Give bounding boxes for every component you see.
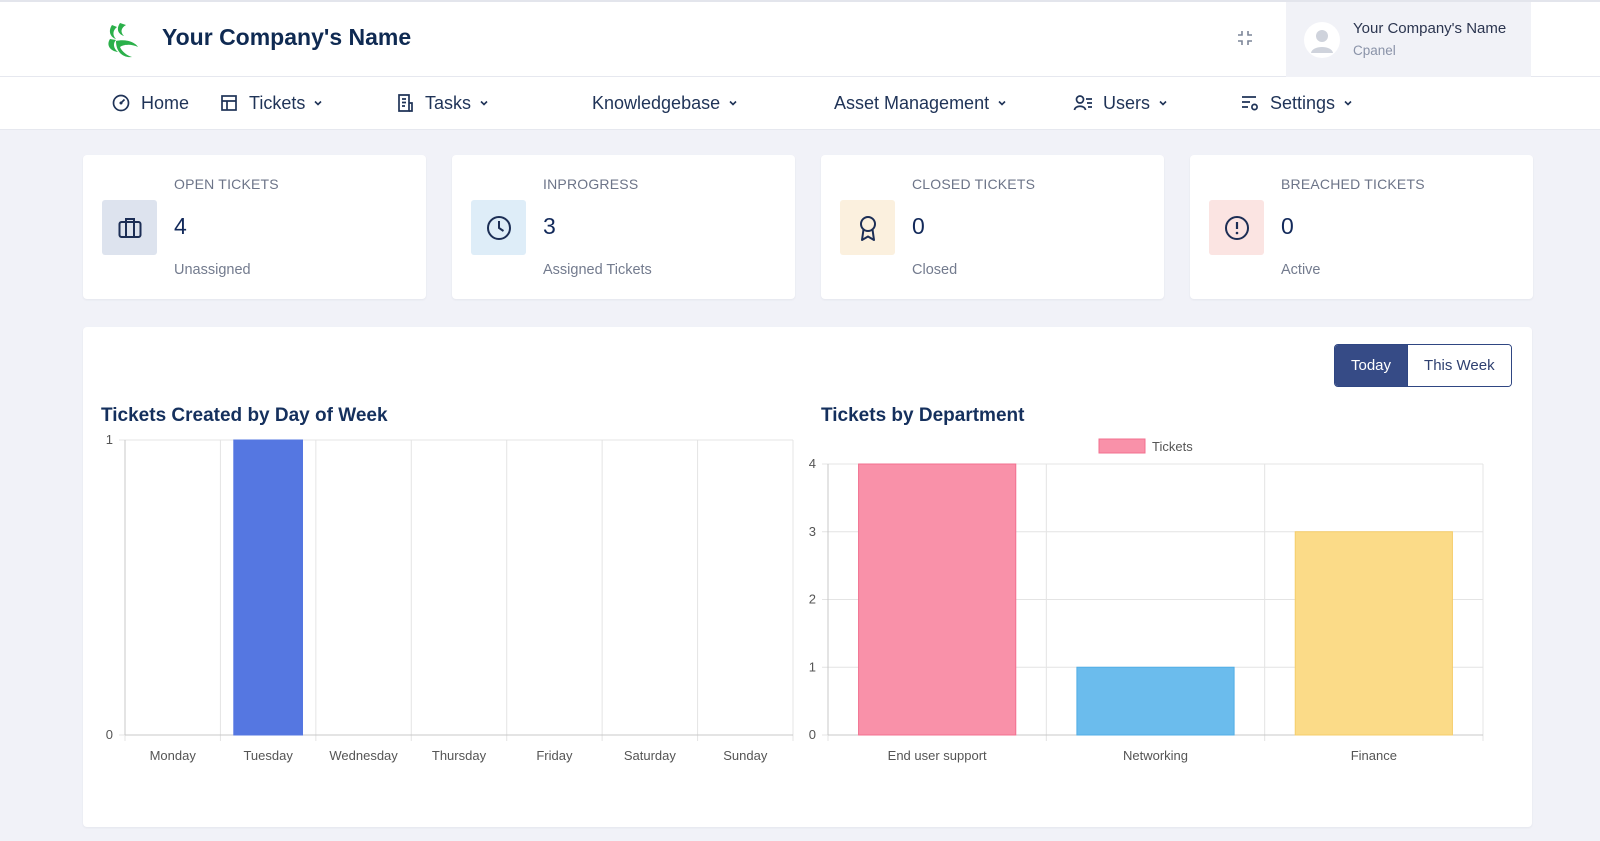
chart-title-department: Tickets by Department bbox=[821, 405, 1025, 426]
chevron-down-icon bbox=[1344, 100, 1352, 106]
stat-label: INPROGRESS bbox=[543, 176, 639, 192]
nav-tickets[interactable]: Tickets bbox=[219, 77, 323, 129]
user-role: Cpanel bbox=[1353, 43, 1396, 58]
stat-subtext: Unassigned bbox=[174, 262, 251, 278]
nav-knowledgebase-label: Knowledgebase bbox=[592, 92, 721, 113]
period-toggle[interactable]: Today This Week bbox=[1334, 344, 1512, 387]
stat-value: 3 bbox=[543, 213, 556, 239]
company-logo[interactable] bbox=[102, 21, 142, 61]
stat-value: 4 bbox=[174, 213, 187, 239]
nav-settings-label: Settings bbox=[1270, 92, 1336, 113]
compress-screen-icon[interactable] bbox=[1236, 29, 1254, 47]
nav-tasks-label: Tasks bbox=[425, 92, 472, 113]
stat-icon-box bbox=[102, 200, 157, 255]
nav-settings[interactable]: Settings bbox=[1240, 77, 1353, 129]
stat-subtext: Active bbox=[1281, 262, 1321, 278]
y-tick-label: 1 bbox=[106, 432, 113, 447]
list-icon bbox=[398, 94, 413, 112]
chevron-down-icon bbox=[1159, 100, 1167, 106]
stat-card-inprogress[interactable]: INPROGRESS 3 Assigned Tickets bbox=[452, 155, 795, 299]
chart-title-day-of-week: Tickets Created by Day of Week bbox=[101, 405, 388, 426]
legend-swatch bbox=[1098, 438, 1146, 454]
x-tick-label: Thursday bbox=[432, 748, 487, 763]
y-tick-label: 2 bbox=[809, 592, 816, 607]
tickets-by-department-chart: 0 1 2 3 4 End user support Networking Finance Ti… bbox=[809, 438, 1484, 763]
stat-label: OPEN TICKETS bbox=[174, 176, 279, 192]
company-name: Your Company's Name bbox=[162, 24, 412, 50]
stat-card-breached-tickets[interactable]: BREACHED TICKETS 0 Active bbox=[1190, 155, 1533, 299]
x-tick-label: Wednesday bbox=[329, 748, 398, 763]
y-tick-label: 0 bbox=[809, 727, 816, 742]
x-tick-label: Sunday bbox=[723, 748, 768, 763]
y-tick-label: 1 bbox=[809, 659, 816, 674]
stat-value: 0 bbox=[912, 213, 925, 239]
user-icon bbox=[1311, 30, 1333, 53]
award-icon bbox=[859, 215, 876, 241]
y-tick-label: 3 bbox=[809, 524, 816, 539]
chevron-down-icon bbox=[314, 100, 322, 106]
today-button[interactable]: Today bbox=[1335, 345, 1408, 386]
x-tick-label: End user support bbox=[888, 748, 987, 763]
nav-home[interactable]: Home bbox=[111, 77, 189, 129]
user-name: Your Company's Name bbox=[1353, 20, 1507, 37]
stat-icon-box bbox=[1209, 200, 1264, 255]
chevron-down-icon bbox=[998, 100, 1006, 106]
users-icon bbox=[1073, 95, 1092, 111]
charts-panel: Today This Week Tickets Created by Day o… bbox=[83, 327, 1532, 827]
x-tick-label: Tuesday bbox=[243, 748, 293, 763]
main-nav: Home Tickets Tasks Knowledgebase Asset M… bbox=[0, 77, 1600, 130]
nav-asset-management[interactable]: Asset Management bbox=[834, 77, 1007, 129]
chevron-down-icon bbox=[480, 100, 488, 106]
dashboard-icon bbox=[112, 94, 130, 112]
x-tick-label: Finance bbox=[1351, 748, 1397, 763]
y-tick-label: 0 bbox=[106, 727, 113, 742]
table-icon bbox=[221, 95, 237, 111]
stat-icon-box bbox=[471, 200, 526, 255]
x-tick-label: Saturday bbox=[624, 748, 677, 763]
legend-label: Tickets bbox=[1152, 439, 1193, 454]
bar-tuesday bbox=[233, 439, 303, 736]
stat-card-open-tickets[interactable]: OPEN TICKETS 4 Unassigned bbox=[83, 155, 426, 299]
clock-icon bbox=[486, 215, 511, 240]
user-menu[interactable]: Your Company's Name Cpanel bbox=[1286, 2, 1531, 78]
stat-card-closed-tickets[interactable]: CLOSED TICKETS 0 Closed bbox=[821, 155, 1164, 299]
bar-end-user-support bbox=[858, 463, 1017, 736]
stat-label: CLOSED TICKETS bbox=[912, 176, 1036, 192]
bar-finance bbox=[1294, 531, 1453, 736]
nav-asset-management-label: Asset Management bbox=[834, 92, 990, 113]
y-tick-label: 4 bbox=[809, 456, 816, 471]
stat-label: BREACHED TICKETS bbox=[1281, 176, 1425, 192]
alert-circle-icon bbox=[1224, 215, 1249, 240]
stat-subtext: Assigned Tickets bbox=[543, 262, 652, 278]
settings-icon bbox=[1242, 96, 1258, 111]
nav-tickets-label: Tickets bbox=[249, 92, 306, 113]
bar-networking bbox=[1076, 666, 1235, 736]
avatar[interactable] bbox=[1304, 22, 1340, 58]
this-week-button[interactable]: This Week bbox=[1407, 345, 1511, 386]
stat-icon-box bbox=[840, 200, 895, 255]
nav-users[interactable]: Users bbox=[1073, 77, 1168, 129]
briefcase-icon bbox=[118, 217, 141, 238]
x-tick-label: Friday bbox=[536, 748, 573, 763]
chevron-down-icon bbox=[729, 100, 737, 106]
nav-knowledgebase[interactable]: Knowledgebase bbox=[592, 77, 738, 129]
top-header: Your Company's Name Your Company's Name … bbox=[0, 0, 1600, 78]
nav-tasks[interactable]: Tasks bbox=[395, 77, 489, 129]
tickets-by-day-chart: 0 1 Monday Tuesday Wednesday Thursday Friday Sa… bbox=[106, 432, 794, 763]
nav-home-label: Home bbox=[141, 92, 190, 113]
stat-value: 0 bbox=[1281, 213, 1294, 239]
nav-users-label: Users bbox=[1103, 92, 1151, 113]
x-tick-label: Networking bbox=[1123, 748, 1188, 763]
stat-subtext: Closed bbox=[912, 262, 958, 278]
x-tick-label: Monday bbox=[150, 748, 197, 763]
